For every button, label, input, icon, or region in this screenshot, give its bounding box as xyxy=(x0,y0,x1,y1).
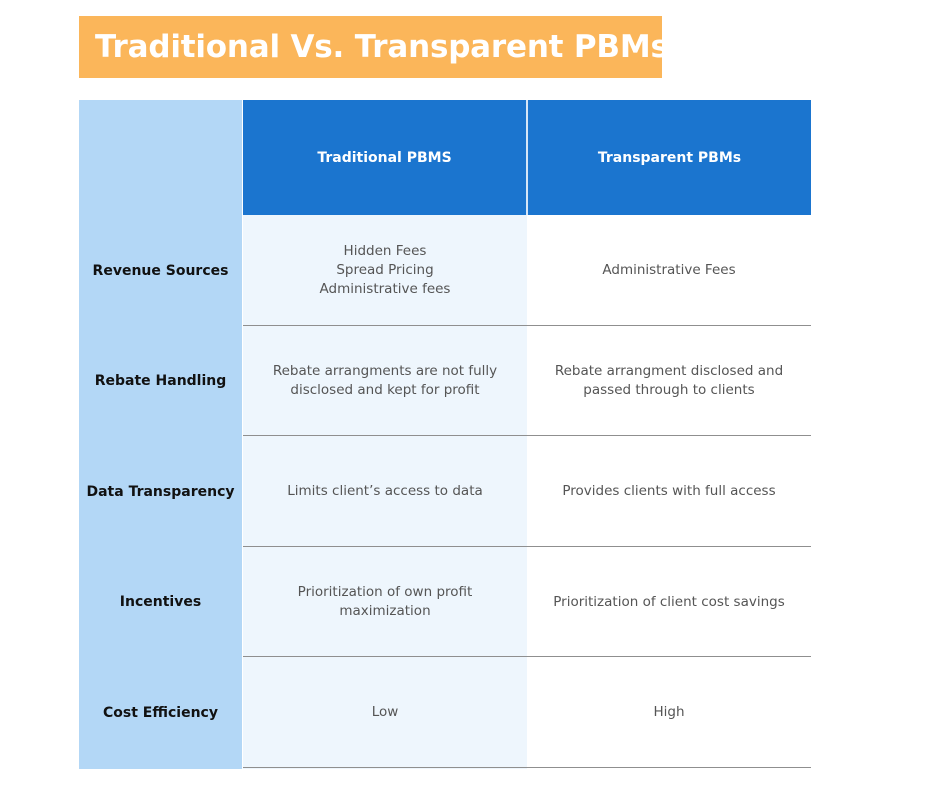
traditional-cell: Rebate arrangments are not fully disclose… xyxy=(243,326,527,436)
row-label-column xyxy=(79,100,242,769)
transparent-cell-line: passed through to clients xyxy=(583,382,755,398)
row-divider xyxy=(243,435,811,436)
row-label: Rebate Handling xyxy=(94,373,227,389)
row-label: Cost Efficiency xyxy=(103,704,218,721)
transparent-cell: High xyxy=(527,657,811,768)
row-divider xyxy=(243,767,811,768)
traditional-cell-line: Administrative fees xyxy=(319,281,451,297)
row-label: Data Transparency xyxy=(86,483,235,500)
traditional-cell-line: disclosed and kept for profit xyxy=(290,382,480,398)
column-header-traditional: Traditional PBMS xyxy=(243,100,526,215)
column-header-transparent: Transparent PBMs xyxy=(528,100,811,215)
traditional-cell: Hidden Fees Spread Pricing Administrative … xyxy=(243,215,527,326)
traditional-cell-line: Spread Pricing xyxy=(336,262,434,278)
traditional-cell: Limits client’s access to data xyxy=(243,436,527,547)
traditional-cell: Prioritization of own profit maximization xyxy=(243,547,527,657)
row-divider xyxy=(243,325,811,326)
transparent-cell-line: Administrative Fees xyxy=(602,262,736,278)
transparent-cell: Administrative Fees xyxy=(527,215,811,326)
traditional-cell-line: Limits client’s access to data xyxy=(287,483,483,499)
header-divider xyxy=(526,100,528,215)
row-divider xyxy=(243,546,811,547)
transparent-cell: Rebate arrangment disclosed and passed th… xyxy=(527,326,811,436)
transparent-cell: Provides clients with full access xyxy=(527,436,811,547)
transparent-cell-line: High xyxy=(653,704,685,720)
traditional-cell-line: Hidden Fees xyxy=(343,243,427,259)
transparent-cell-line: Provides clients with full access xyxy=(562,483,776,499)
row-divider xyxy=(243,656,811,657)
traditional-cell-line: Low xyxy=(371,704,399,720)
traditional-cell: Low xyxy=(243,657,527,768)
traditional-cell-line: Rebate arrangments are not fully xyxy=(272,363,498,379)
row-label: Incentives xyxy=(119,594,202,610)
row-label: Revenue Sources xyxy=(92,262,229,279)
title-banner: Traditional Vs. Transparent PBMs xyxy=(79,16,669,78)
transparent-cell-line: Rebate arrangment disclosed and xyxy=(554,363,784,379)
transparent-cell-line: Prioritization of client cost savings xyxy=(553,593,785,610)
page-title: Traditional Vs. Transparent PBMs xyxy=(95,29,669,65)
traditional-column-background xyxy=(243,215,527,769)
transparent-cell: Prioritization of client cost savings xyxy=(527,547,811,657)
traditional-cell-line: Prioritization of own profit xyxy=(297,584,473,600)
traditional-cell-line: maximization xyxy=(339,603,431,619)
